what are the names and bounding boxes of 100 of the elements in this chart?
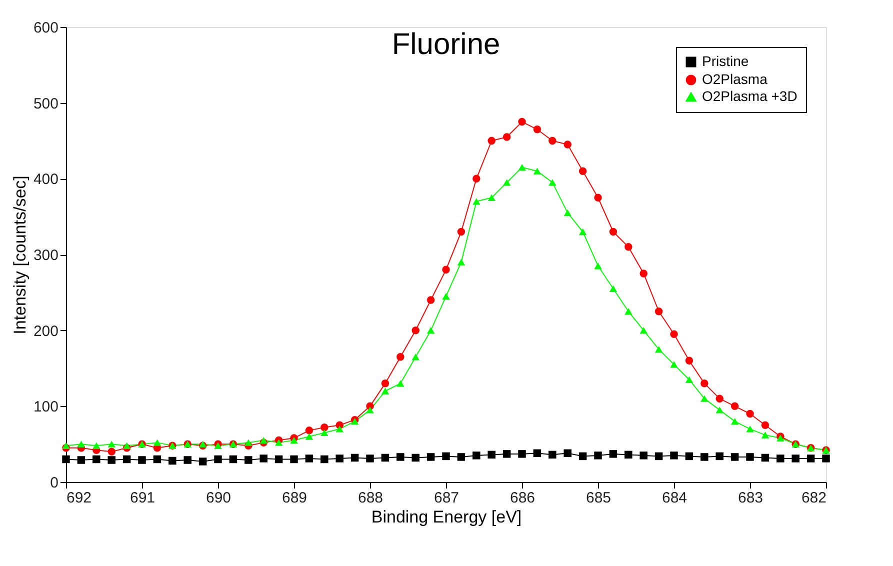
point	[198, 458, 207, 466]
x-tick-label: 691	[130, 490, 156, 506]
point	[457, 453, 466, 461]
point	[305, 426, 314, 434]
point	[320, 424, 328, 432]
point	[336, 454, 344, 462]
legend-label: Pristine	[702, 53, 749, 69]
point	[578, 167, 587, 175]
point	[153, 439, 162, 446]
x-tick-label: 685	[586, 490, 612, 506]
point	[381, 454, 390, 462]
point	[670, 330, 678, 338]
point	[654, 346, 663, 353]
point	[609, 228, 618, 236]
point	[108, 448, 116, 456]
point	[806, 454, 815, 462]
point	[488, 450, 496, 459]
point	[260, 454, 268, 462]
point	[426, 453, 435, 461]
point	[730, 402, 739, 410]
point	[792, 454, 800, 462]
point	[578, 452, 587, 460]
point	[746, 453, 754, 461]
point	[670, 452, 678, 460]
point	[609, 285, 618, 292]
point	[366, 406, 374, 414]
point	[305, 454, 314, 462]
point	[214, 455, 222, 464]
point	[229, 455, 238, 464]
point	[640, 270, 648, 278]
point	[700, 380, 708, 388]
point	[518, 164, 526, 171]
point	[442, 292, 450, 300]
point	[518, 450, 526, 458]
point	[700, 395, 708, 402]
point	[548, 179, 556, 186]
point	[700, 453, 708, 461]
point	[457, 258, 466, 266]
point	[502, 133, 511, 141]
point	[138, 456, 146, 464]
point	[274, 439, 283, 446]
point	[761, 421, 770, 429]
y-tick-label: 400	[33, 171, 58, 188]
point	[624, 308, 632, 315]
point	[640, 452, 648, 460]
y-tick-label: 200	[33, 322, 58, 340]
point	[92, 455, 100, 464]
point	[62, 442, 70, 449]
x-tick-label: 683	[738, 490, 764, 506]
y-tick-label: 100	[33, 398, 58, 416]
y-tick-label: 500	[33, 95, 58, 112]
point	[594, 262, 602, 270]
x-axis-title: Binding Energy [eV]	[371, 508, 522, 526]
x-tick-label: 682	[801, 490, 826, 506]
point	[776, 454, 784, 462]
point	[412, 354, 420, 360]
point	[746, 426, 754, 432]
point	[730, 453, 739, 461]
point	[594, 452, 602, 460]
point	[533, 126, 542, 134]
legend-label: O2Plasma	[702, 71, 768, 87]
point	[244, 456, 252, 464]
point	[472, 452, 480, 460]
point	[320, 429, 328, 436]
x-tick-label: 684	[662, 490, 688, 506]
point	[472, 198, 480, 205]
point	[244, 439, 252, 446]
point	[442, 452, 450, 460]
point	[396, 353, 404, 361]
point	[336, 426, 344, 432]
point	[716, 406, 724, 414]
point	[366, 454, 374, 462]
point	[488, 194, 496, 201]
point	[426, 296, 435, 304]
point	[654, 308, 663, 316]
point	[548, 136, 556, 145]
point	[412, 326, 420, 334]
point	[822, 454, 830, 462]
chart-title: Fluorine	[392, 28, 500, 61]
y-axis-title: Intensity [counts/sec]	[10, 176, 30, 334]
point	[624, 243, 632, 251]
point	[761, 454, 770, 462]
point	[624, 450, 632, 459]
point	[730, 418, 739, 425]
point	[153, 455, 162, 464]
x-tick-label: 687	[434, 490, 460, 506]
point	[108, 456, 116, 464]
point	[670, 361, 678, 368]
point	[518, 118, 526, 126]
point	[77, 440, 86, 448]
point	[457, 228, 466, 236]
point	[184, 456, 192, 464]
point	[564, 209, 572, 216]
point	[578, 228, 587, 236]
point	[502, 179, 511, 186]
point	[548, 450, 556, 459]
point	[654, 452, 663, 460]
point	[274, 455, 283, 464]
point	[305, 433, 314, 440]
x-tick-label: 686	[510, 490, 536, 506]
